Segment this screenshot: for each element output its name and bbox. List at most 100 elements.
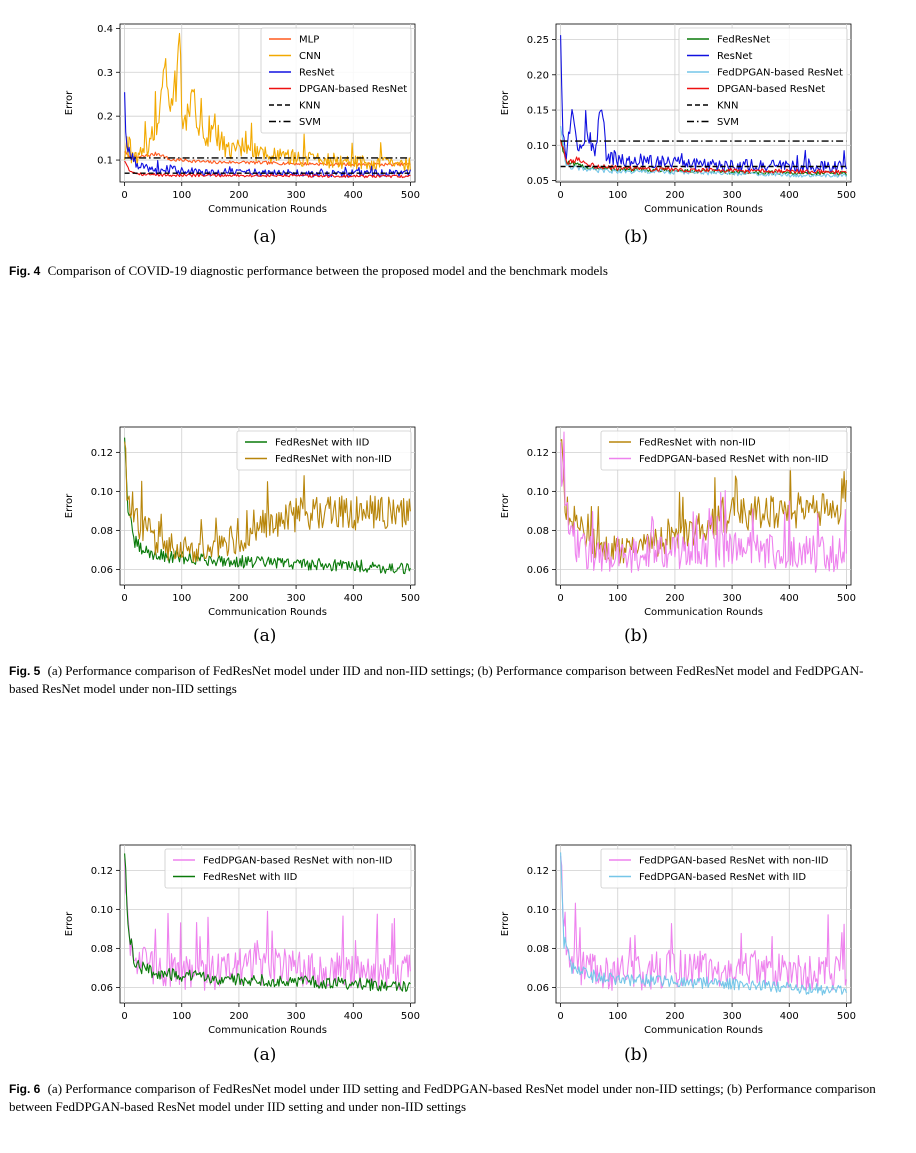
y-tick-label: 0.05	[527, 176, 549, 187]
series-line	[124, 858, 411, 991]
x-axis-label: Communication Rounds	[644, 607, 763, 618]
x-tick-label: 0	[557, 593, 563, 604]
y-tick-label: 0.10	[527, 487, 549, 498]
y-axis-label: Error	[500, 90, 511, 115]
y-axis-label: Error	[500, 493, 511, 518]
legend-label: FedResNet with IID	[203, 872, 298, 883]
y-tick-label: 0.10	[91, 487, 113, 498]
fig4a-sublabel: (a)	[253, 227, 277, 247]
x-tick-label: 0	[121, 593, 127, 604]
series-line	[560, 852, 847, 996]
x-tick-label: 300	[723, 190, 742, 201]
fig5b-chart: 0 100 200 300 400 500 0.06 0.08 0.10 0.12 Communic…	[436, 421, 866, 621]
y-tick-label: 0.12	[527, 448, 549, 459]
legend	[678, 27, 848, 134]
fig5-caption: Fig. 5 (a) Performance comparison of Fed…	[9, 662, 889, 697]
series-line	[560, 125, 847, 178]
y-tick-label: 0.06	[527, 565, 549, 576]
y-tick-label: 0.25	[527, 35, 549, 46]
x-tick-label: 300	[723, 1011, 742, 1022]
fig5-text: (a) Performance comparison of FedResNet …	[9, 663, 864, 696]
fig6-label: Fig. 6	[9, 1082, 41, 1096]
x-tick-label: 200	[229, 1011, 248, 1022]
legend-label: FedDPGAN-based ResNet with non-IID	[639, 856, 829, 867]
x-tick-label: 200	[665, 593, 684, 604]
y-tick-label: 0.12	[527, 866, 549, 877]
fig6-text: (a) Performance comparison of FedResNet …	[9, 1081, 876, 1114]
y-axis-label: Error	[64, 493, 75, 518]
legend-label: ResNet	[299, 68, 334, 79]
legend-label: SVM	[717, 117, 739, 128]
x-tick-label: 100	[608, 593, 627, 604]
fig6-caption: Fig. 6 (a) Performance comparison of Fed…	[9, 1080, 889, 1115]
x-tick-label: 200	[665, 1011, 684, 1022]
y-axis-label: Error	[64, 90, 75, 115]
x-tick-label: 400	[780, 593, 799, 604]
x-axis-label: Communication Rounds	[644, 1025, 763, 1036]
legend-label: KNN	[717, 101, 739, 112]
legend-label: KNN	[299, 101, 321, 112]
legend-label: FedResNet	[717, 35, 770, 46]
y-axis-label: Error	[500, 911, 511, 936]
fig4b-svg: 0 100 200 300 400 500 0.05 0.10 0.15 0.20 0.25 Comm…	[500, 23, 856, 215]
legend-label: FedResNet with non-IID	[275, 454, 392, 465]
y-tick-label: 0.15	[527, 106, 549, 117]
legend	[260, 27, 412, 134]
y-axis-label: Error	[64, 911, 75, 936]
x-tick-label: 400	[344, 190, 363, 201]
legend-label: DPGAN-based ResNet	[299, 84, 407, 95]
legend-label: ResNet	[717, 51, 752, 62]
fig6b-sublabel: (b)	[624, 1045, 649, 1065]
series-line	[124, 853, 411, 992]
series-line	[560, 35, 847, 173]
y-tick-label: 0.08	[527, 944, 549, 955]
x-tick-label: 200	[229, 190, 248, 201]
y-tick-label: 0.2	[97, 112, 113, 123]
x-tick-label: 100	[172, 190, 191, 201]
legend-label: FedDPGAN-based ResNet	[717, 68, 843, 79]
legend	[236, 430, 412, 471]
legend-label: MLP	[299, 35, 319, 46]
x-tick-label: 100	[608, 190, 627, 201]
series-line	[560, 431, 847, 573]
legend	[600, 848, 848, 889]
fig4b-chart: 0 100 200 300 400 500 0.05 0.10 0.15 0.20 0.25 Comm…	[436, 18, 866, 218]
x-axis-label: Communication Rounds	[208, 607, 327, 618]
fig4a-svg: 0 100 200 300 400 500 0.1 0.2 0.3 0.4 Communicatio…	[64, 23, 420, 215]
fig6a-chart: 0 100 200 300 400 500 0.06 0.08 0.10 0.12 Communic…	[0, 839, 430, 1039]
series-line	[124, 150, 411, 167]
x-axis-label: Communication Rounds	[208, 204, 327, 215]
legend-label: FedResNet with IID	[275, 438, 370, 449]
x-tick-label: 400	[344, 593, 363, 604]
x-tick-label: 500	[837, 190, 856, 201]
legend-label: FedDPGAN-based ResNet with IID	[639, 872, 806, 883]
y-tick-label: 0.12	[91, 866, 113, 877]
fig4-caption: Fig. 4 Comparison of COVID-19 diagnostic…	[9, 262, 889, 280]
x-tick-label: 500	[401, 1011, 420, 1022]
y-tick-label: 0.08	[91, 944, 113, 955]
y-tick-label: 0.1	[97, 156, 113, 167]
x-tick-label: 400	[344, 1011, 363, 1022]
legend-label: FedResNet with non-IID	[639, 438, 756, 449]
x-tick-label: 0	[121, 1011, 127, 1022]
x-tick-label: 0	[121, 190, 127, 201]
fig6b-svg: 0 100 200 300 400 500 0.06 0.08 0.10 0.12 Communic…	[500, 844, 856, 1036]
y-tick-label: 0.10	[527, 905, 549, 916]
fig4-label: Fig. 4	[9, 264, 41, 278]
fig4b-sublabel: (b)	[624, 227, 649, 247]
y-tick-label: 0.08	[527, 526, 549, 537]
x-tick-label: 0	[557, 190, 563, 201]
series-line	[560, 139, 847, 175]
y-tick-label: 0.12	[91, 448, 113, 459]
x-tick-label: 0	[557, 1011, 563, 1022]
series-line	[124, 441, 411, 563]
fig5-label: Fig. 5	[9, 664, 41, 678]
x-tick-label: 100	[172, 593, 191, 604]
x-tick-label: 200	[229, 593, 248, 604]
x-tick-label: 400	[780, 1011, 799, 1022]
x-axis-label: Communication Rounds	[644, 204, 763, 215]
x-tick-label: 500	[837, 593, 856, 604]
x-tick-label: 300	[287, 593, 306, 604]
y-tick-label: 0.4	[97, 24, 113, 35]
fig5a-svg: 0 100 200 300 400 500 0.06 0.08 0.10 0.12 Communic…	[64, 426, 420, 618]
